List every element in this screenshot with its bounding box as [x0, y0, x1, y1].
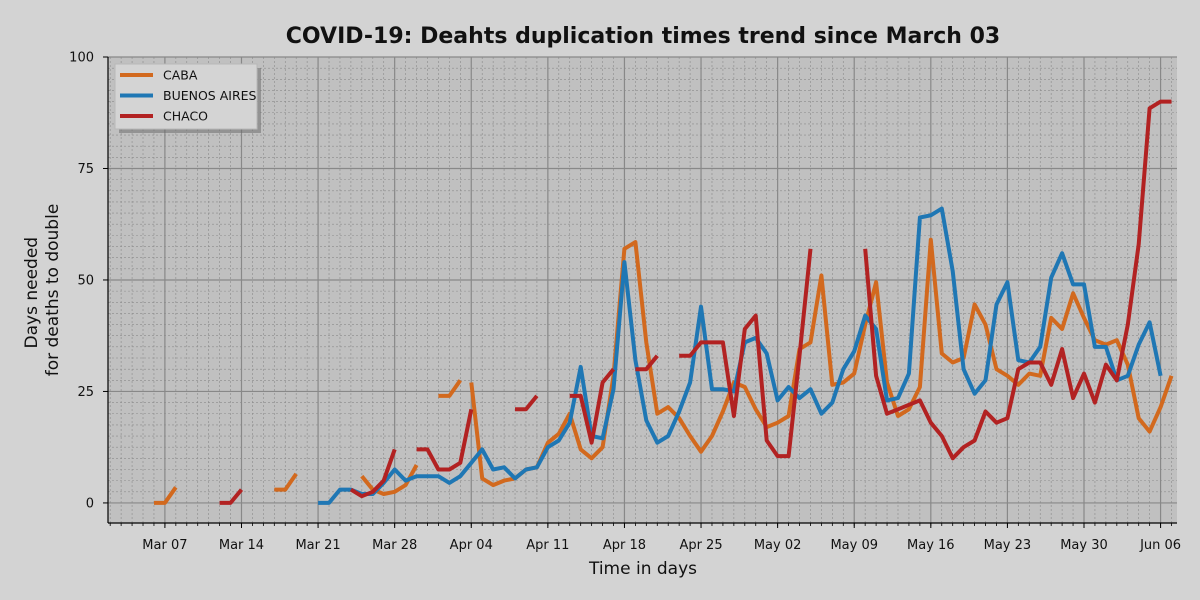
- series-line-segment: [569, 367, 616, 445]
- x-tick-label: Mar 28: [372, 538, 417, 553]
- series-line-segment: [349, 448, 397, 499]
- x-tick-label: May 23: [984, 538, 1032, 553]
- legend-items: CABA BUENOS AIRES CHACO: [120, 68, 257, 124]
- legend: CABA BUENOS AIRES CHACO: [114, 63, 261, 133]
- series-line-segment: [635, 354, 659, 372]
- chart-title: COVID-19: Deahts duplication times trend…: [286, 24, 1000, 49]
- y-tick-label: 25: [77, 385, 94, 400]
- x-tick-label: Apr 11: [526, 538, 569, 553]
- series-line-segment: [469, 237, 1174, 488]
- x-tick-label: Mar 14: [219, 538, 264, 553]
- x-tick-label: Apr 04: [450, 538, 493, 553]
- x-tick-label: Apr 25: [679, 538, 722, 553]
- legend-label: CABA: [163, 68, 198, 83]
- y-axis-label-line-2: for deaths to double: [43, 204, 63, 377]
- x-tick-label: Apr 18: [603, 538, 646, 553]
- series-line-segment: [679, 248, 813, 459]
- series-line-segment: [274, 472, 298, 492]
- x-tick-label: May 09: [830, 538, 878, 553]
- series-chaco: [219, 99, 1172, 505]
- y-axis-label-line-1: Days needed: [22, 237, 42, 349]
- y-tick-label: 50: [77, 273, 94, 288]
- x-tick-label: Mar 21: [295, 538, 340, 553]
- x-tick-label: Jun 06: [1139, 538, 1181, 553]
- series-line-segment: [154, 486, 178, 505]
- x-tick-label: May 30: [1060, 538, 1108, 553]
- x-axis-label: Time in days: [588, 559, 697, 579]
- legend-label: CHACO: [163, 109, 208, 124]
- series-line-segment: [515, 394, 539, 412]
- y-axis-label: Days needed for deaths to double: [22, 204, 63, 377]
- series-line-segment: [438, 379, 462, 398]
- x-tick-label: May 02: [754, 538, 802, 553]
- x-tick-label: Mar 07: [142, 538, 187, 553]
- series-line-segment: [416, 408, 474, 472]
- axes: 0 25 50 75 100 Mar 07 Mar 14 Mar 21 Mar 28 Apr 04…: [69, 51, 1181, 554]
- y-tick-label: 0: [86, 496, 94, 511]
- series-line-segment: [863, 99, 1172, 461]
- series-line-segment: [219, 488, 244, 505]
- x-tick-label: May 16: [907, 538, 955, 553]
- legend-label: BUENOS AIRES: [163, 88, 257, 103]
- y-tick-label: 75: [77, 162, 94, 177]
- y-tick-label: 100: [69, 51, 94, 66]
- series-lines: [154, 99, 1174, 505]
